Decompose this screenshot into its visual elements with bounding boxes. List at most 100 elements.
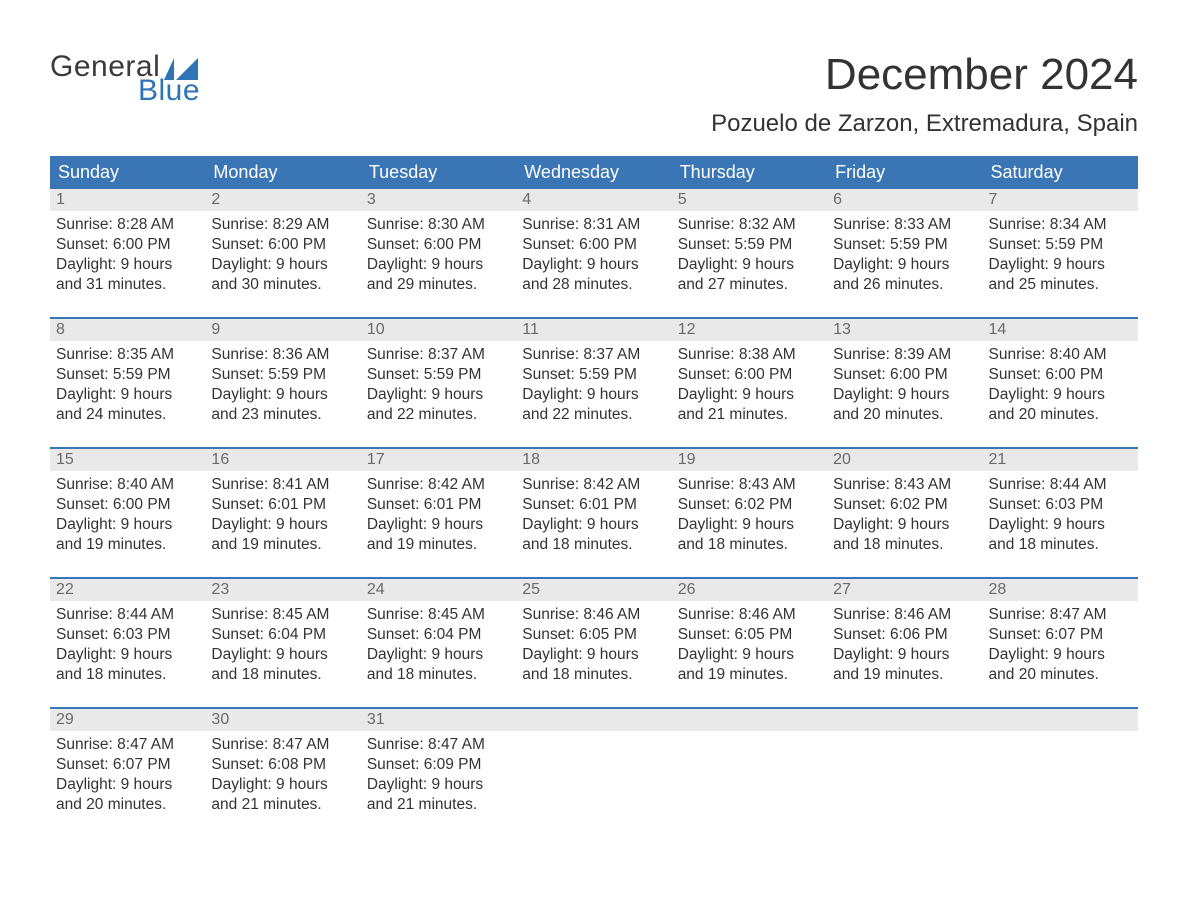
day-number: 21 [983, 449, 1138, 471]
day-cell: 11Sunrise: 8:37 AMSunset: 5:59 PMDayligh… [516, 319, 671, 447]
day-body: Sunrise: 8:44 AMSunset: 6:03 PMDaylight:… [983, 471, 1138, 562]
day-cell: 30Sunrise: 8:47 AMSunset: 6:08 PMDayligh… [205, 709, 360, 837]
day-body: Sunrise: 8:43 AMSunset: 6:02 PMDaylight:… [827, 471, 982, 562]
day-body: Sunrise: 8:33 AMSunset: 5:59 PMDaylight:… [827, 211, 982, 302]
day-number: 16 [205, 449, 360, 471]
daylight-line: Daylight: 9 hours and 22 minutes. [522, 385, 665, 425]
sunrise-line: Sunrise: 8:45 AM [211, 605, 354, 625]
daylight-line: Daylight: 9 hours and 18 minutes. [56, 645, 199, 685]
daylight-line: Daylight: 9 hours and 27 minutes. [678, 255, 821, 295]
day-number-empty [983, 709, 1138, 731]
sunrise-line: Sunrise: 8:46 AM [678, 605, 821, 625]
day-body: Sunrise: 8:45 AMSunset: 6:04 PMDaylight:… [361, 601, 516, 692]
day-number: 9 [205, 319, 360, 341]
day-cell: 21Sunrise: 8:44 AMSunset: 6:03 PMDayligh… [983, 449, 1138, 577]
dow-friday: Friday [827, 156, 982, 189]
sunrise-line: Sunrise: 8:32 AM [678, 215, 821, 235]
day-cell: 18Sunrise: 8:42 AMSunset: 6:01 PMDayligh… [516, 449, 671, 577]
day-cell: 25Sunrise: 8:46 AMSunset: 6:05 PMDayligh… [516, 579, 671, 707]
sunset-line: Sunset: 6:01 PM [211, 495, 354, 515]
sunset-line: Sunset: 6:02 PM [833, 495, 976, 515]
day-number: 2 [205, 189, 360, 211]
day-body: Sunrise: 8:42 AMSunset: 6:01 PMDaylight:… [361, 471, 516, 562]
sunrise-line: Sunrise: 8:42 AM [367, 475, 510, 495]
daylight-line: Daylight: 9 hours and 21 minutes. [367, 775, 510, 815]
month-title: December 2024 [711, 50, 1138, 100]
day-number: 28 [983, 579, 1138, 601]
day-number: 6 [827, 189, 982, 211]
daylight-line: Daylight: 9 hours and 30 minutes. [211, 255, 354, 295]
day-number-empty [516, 709, 671, 731]
day-cell: 9Sunrise: 8:36 AMSunset: 5:59 PMDaylight… [205, 319, 360, 447]
sunset-line: Sunset: 6:00 PM [522, 235, 665, 255]
daylight-line: Daylight: 9 hours and 20 minutes. [833, 385, 976, 425]
day-cell: 19Sunrise: 8:43 AMSunset: 6:02 PMDayligh… [672, 449, 827, 577]
sunrise-line: Sunrise: 8:40 AM [989, 345, 1132, 365]
day-cell: 12Sunrise: 8:38 AMSunset: 6:00 PMDayligh… [672, 319, 827, 447]
daylight-line: Daylight: 9 hours and 19 minutes. [678, 645, 821, 685]
sunset-line: Sunset: 6:09 PM [367, 755, 510, 775]
sunset-line: Sunset: 5:59 PM [367, 365, 510, 385]
day-cell: 5Sunrise: 8:32 AMSunset: 5:59 PMDaylight… [672, 189, 827, 317]
day-cell: 7Sunrise: 8:34 AMSunset: 5:59 PMDaylight… [983, 189, 1138, 317]
day-cell: 15Sunrise: 8:40 AMSunset: 6:00 PMDayligh… [50, 449, 205, 577]
sunset-line: Sunset: 6:04 PM [367, 625, 510, 645]
daylight-line: Daylight: 9 hours and 18 minutes. [989, 515, 1132, 555]
day-number: 29 [50, 709, 205, 731]
day-cell: 26Sunrise: 8:46 AMSunset: 6:05 PMDayligh… [672, 579, 827, 707]
day-number: 27 [827, 579, 982, 601]
day-cell: 13Sunrise: 8:39 AMSunset: 6:00 PMDayligh… [827, 319, 982, 447]
daylight-line: Daylight: 9 hours and 19 minutes. [833, 645, 976, 685]
daylight-line: Daylight: 9 hours and 22 minutes. [367, 385, 510, 425]
week-row: 1Sunrise: 8:28 AMSunset: 6:00 PMDaylight… [50, 189, 1138, 317]
week-row: 8Sunrise: 8:35 AMSunset: 5:59 PMDaylight… [50, 317, 1138, 447]
day-number: 8 [50, 319, 205, 341]
sunset-line: Sunset: 5:59 PM [833, 235, 976, 255]
sunrise-line: Sunrise: 8:37 AM [367, 345, 510, 365]
sunrise-line: Sunrise: 8:43 AM [833, 475, 976, 495]
sunrise-line: Sunrise: 8:37 AM [522, 345, 665, 365]
header: General Blue December 2024 Pozuelo de Za… [50, 50, 1138, 152]
day-number: 4 [516, 189, 671, 211]
day-body: Sunrise: 8:36 AMSunset: 5:59 PMDaylight:… [205, 341, 360, 432]
day-number: 10 [361, 319, 516, 341]
day-cell: 23Sunrise: 8:45 AMSunset: 6:04 PMDayligh… [205, 579, 360, 707]
sunset-line: Sunset: 6:00 PM [989, 365, 1132, 385]
sunrise-line: Sunrise: 8:34 AM [989, 215, 1132, 235]
sunset-line: Sunset: 6:07 PM [989, 625, 1132, 645]
sunset-line: Sunset: 6:00 PM [367, 235, 510, 255]
day-cell: 1Sunrise: 8:28 AMSunset: 6:00 PMDaylight… [50, 189, 205, 317]
sunrise-line: Sunrise: 8:33 AM [833, 215, 976, 235]
daylight-line: Daylight: 9 hours and 20 minutes. [989, 645, 1132, 685]
sunrise-line: Sunrise: 8:47 AM [211, 735, 354, 755]
day-number: 25 [516, 579, 671, 601]
sunrise-line: Sunrise: 8:43 AM [678, 475, 821, 495]
daylight-line: Daylight: 9 hours and 19 minutes. [367, 515, 510, 555]
sunrise-line: Sunrise: 8:47 AM [989, 605, 1132, 625]
day-number: 12 [672, 319, 827, 341]
daylight-line: Daylight: 9 hours and 19 minutes. [211, 515, 354, 555]
logo-word-blue: Blue [138, 74, 200, 108]
sunset-line: Sunset: 6:00 PM [56, 235, 199, 255]
day-number: 1 [50, 189, 205, 211]
day-number: 23 [205, 579, 360, 601]
sunrise-line: Sunrise: 8:36 AM [211, 345, 354, 365]
daylight-line: Daylight: 9 hours and 26 minutes. [833, 255, 976, 295]
day-cell: 27Sunrise: 8:46 AMSunset: 6:06 PMDayligh… [827, 579, 982, 707]
daylight-line: Daylight: 9 hours and 18 minutes. [522, 515, 665, 555]
day-number: 31 [361, 709, 516, 731]
day-number: 5 [672, 189, 827, 211]
sunrise-line: Sunrise: 8:45 AM [367, 605, 510, 625]
day-body: Sunrise: 8:47 AMSunset: 6:07 PMDaylight:… [983, 601, 1138, 692]
dow-monday: Monday [205, 156, 360, 189]
day-body: Sunrise: 8:34 AMSunset: 5:59 PMDaylight:… [983, 211, 1138, 302]
daylight-line: Daylight: 9 hours and 21 minutes. [678, 385, 821, 425]
day-number: 11 [516, 319, 671, 341]
day-cell: 17Sunrise: 8:42 AMSunset: 6:01 PMDayligh… [361, 449, 516, 577]
day-number: 19 [672, 449, 827, 471]
day-body: Sunrise: 8:38 AMSunset: 6:00 PMDaylight:… [672, 341, 827, 432]
sunset-line: Sunset: 6:05 PM [522, 625, 665, 645]
daylight-line: Daylight: 9 hours and 23 minutes. [211, 385, 354, 425]
day-body: Sunrise: 8:45 AMSunset: 6:04 PMDaylight:… [205, 601, 360, 692]
dow-saturday: Saturday [983, 156, 1138, 189]
